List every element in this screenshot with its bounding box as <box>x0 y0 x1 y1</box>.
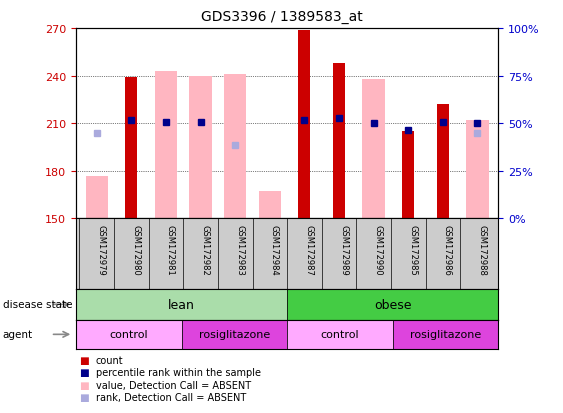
Text: GSM172990: GSM172990 <box>374 225 383 275</box>
Bar <box>363 80 385 219</box>
Text: GSM172980: GSM172980 <box>131 225 140 275</box>
Bar <box>402 132 414 219</box>
Text: GDS3396 / 1389583_at: GDS3396 / 1389583_at <box>200 10 363 24</box>
Text: value, Detection Call = ABSENT: value, Detection Call = ABSENT <box>96 380 251 390</box>
Text: GSM172983: GSM172983 <box>235 225 244 275</box>
Text: GSM172986: GSM172986 <box>443 225 452 275</box>
Text: disease state: disease state <box>3 299 72 310</box>
Text: ■: ■ <box>79 368 88 377</box>
Bar <box>393 320 498 349</box>
Text: GSM172979: GSM172979 <box>97 225 106 275</box>
Bar <box>126 78 137 219</box>
Text: ■: ■ <box>79 355 88 365</box>
Text: GSM172981: GSM172981 <box>166 225 175 275</box>
Bar <box>76 289 287 320</box>
Bar <box>76 320 181 349</box>
Text: GSM172985: GSM172985 <box>408 225 417 275</box>
Text: obese: obese <box>374 298 412 311</box>
Text: lean: lean <box>168 298 195 311</box>
Text: GSM172987: GSM172987 <box>305 225 314 275</box>
Bar <box>258 192 281 219</box>
Text: GSM172982: GSM172982 <box>200 225 209 275</box>
Text: rosiglitazone: rosiglitazone <box>410 330 481 339</box>
Text: agent: agent <box>3 330 33 339</box>
Text: rank, Detection Call = ABSENT: rank, Detection Call = ABSENT <box>96 392 246 402</box>
Bar <box>189 76 212 219</box>
Text: control: control <box>109 330 148 339</box>
Bar <box>333 64 345 219</box>
Bar <box>466 121 489 219</box>
Text: GSM172988: GSM172988 <box>477 225 486 275</box>
Bar <box>224 75 247 219</box>
Text: count: count <box>96 355 123 365</box>
Bar <box>181 320 287 349</box>
Text: rosiglitazone: rosiglitazone <box>199 330 270 339</box>
Text: control: control <box>320 330 359 339</box>
Text: ■: ■ <box>79 380 88 390</box>
Bar <box>86 176 108 219</box>
Bar <box>298 31 310 219</box>
Text: percentile rank within the sample: percentile rank within the sample <box>96 368 261 377</box>
Bar <box>287 320 393 349</box>
Bar <box>437 105 449 219</box>
Text: GSM172984: GSM172984 <box>270 225 279 275</box>
Bar <box>155 72 177 219</box>
Bar <box>287 289 498 320</box>
Text: GSM172989: GSM172989 <box>339 225 348 275</box>
Text: ■: ■ <box>79 392 88 402</box>
